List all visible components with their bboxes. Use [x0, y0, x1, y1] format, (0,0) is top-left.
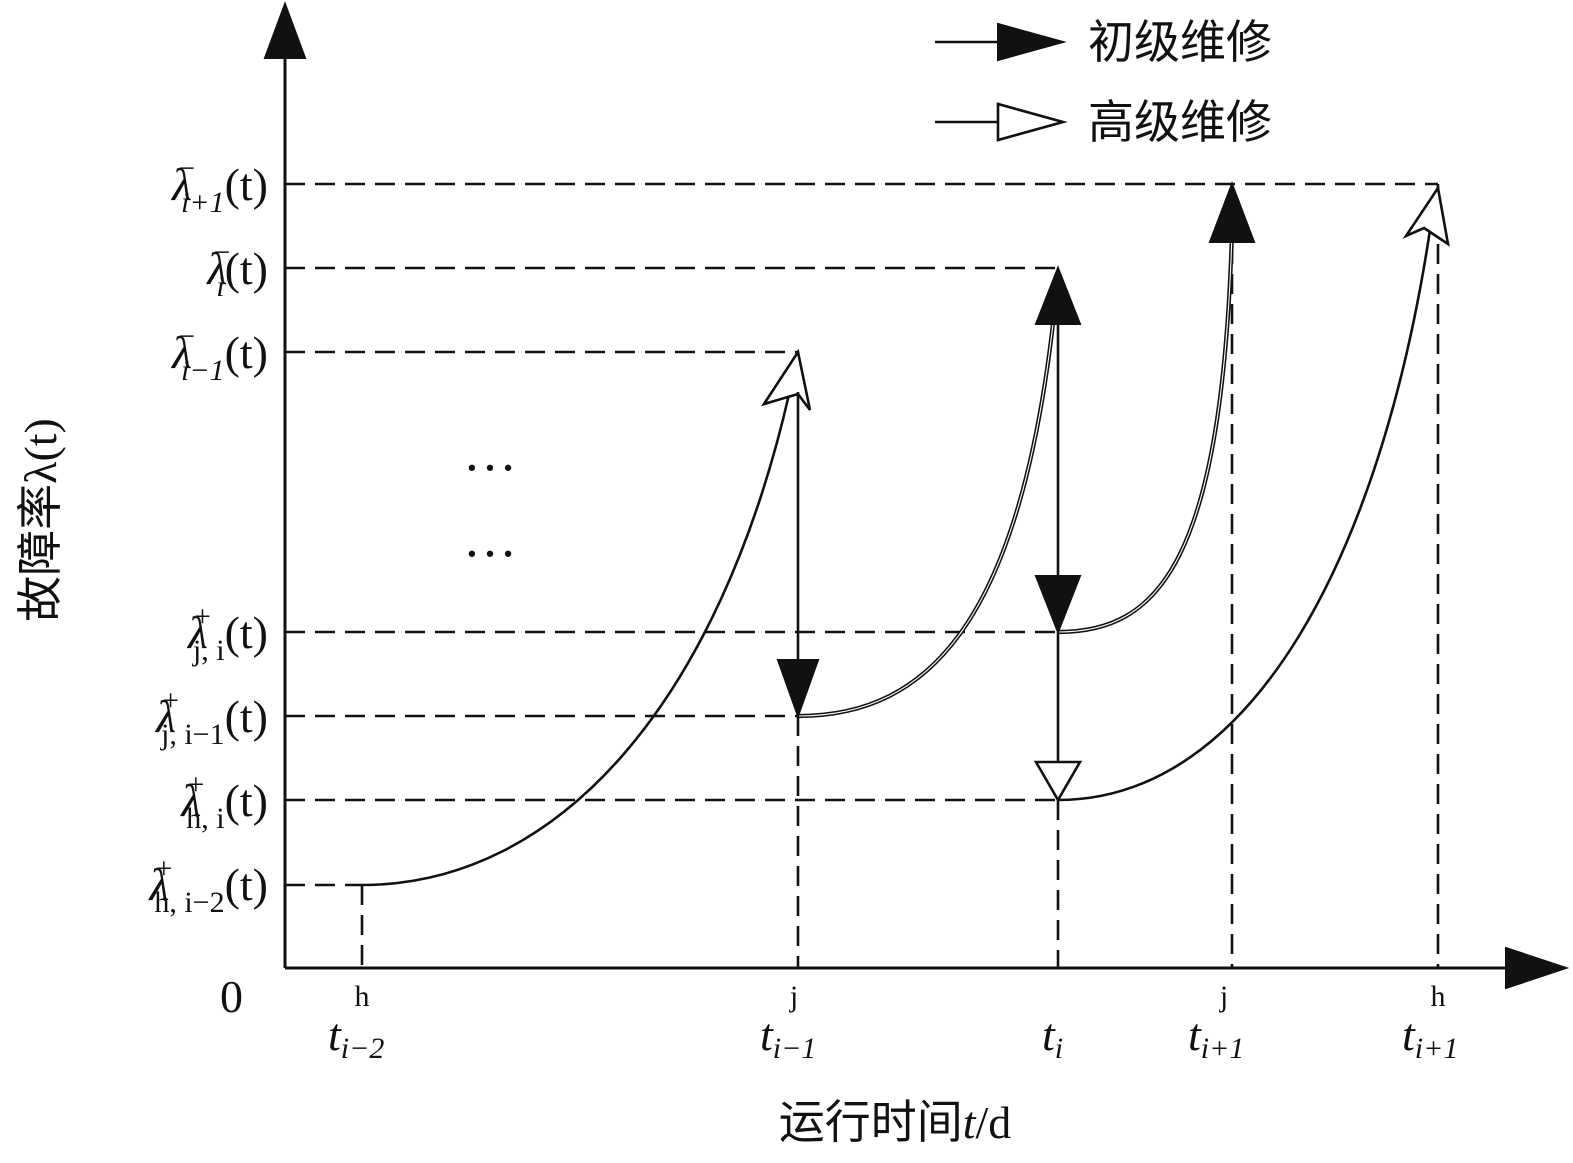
- vertical-guides: [360, 184, 1440, 968]
- xtick-t-i: ti: [1042, 1009, 1063, 1065]
- xtick-sub: i+1: [1415, 1032, 1459, 1065]
- xtick-sup: h: [355, 980, 370, 1013]
- xtick-t-h-i-2: h ti−2: [328, 980, 384, 1065]
- ylabel-base: λ: [186, 607, 208, 658]
- ylabel-base: λ: [205, 243, 227, 294]
- xtick-sub: i+1: [1201, 1032, 1245, 1065]
- legend-advanced-label: 高级维修: [1088, 97, 1272, 148]
- horizontal-guides: [285, 182, 1438, 887]
- xtick-sup: j: [789, 980, 798, 1013]
- curve-advanced-from-t-i: [1057, 229, 1432, 802]
- advanced-arrowhead-up-t-h-i+1: [1402, 184, 1450, 247]
- ellipsis-marks: … …: [463, 422, 517, 568]
- ylabel-arg: (t): [225, 327, 268, 378]
- ylabel-arg: (t): [225, 691, 268, 742]
- curve-primary-from-t-i: [1057, 231, 1235, 635]
- x-axis-title-unit: /d: [976, 1097, 1012, 1148]
- x-axis-title-prefix: 运行时间: [779, 1097, 963, 1148]
- curve-primary-from-t-j-i-1-inner: [797, 314, 1055, 717]
- ylabel-lam-plus-j-i: λ+ j, i(t): [186, 600, 268, 667]
- ylabel-sub: h, i−2: [154, 886, 224, 919]
- primary-arrowhead-down-t-i: [1034, 575, 1082, 635]
- ylabel-sup: +: [162, 684, 179, 717]
- x-axis-title-variable: t: [963, 1097, 977, 1148]
- ylabel-lam-minus-i+1: λ− i+1(t): [170, 152, 268, 219]
- xtick-sub: i−1: [773, 1032, 817, 1065]
- legend: 初级维修 高级维修: [935, 17, 1272, 148]
- ylabel-sup: −: [178, 152, 195, 185]
- xtick-base: t: [328, 1009, 342, 1060]
- ylabel-lam-minus-i: λ− i(t): [205, 236, 268, 303]
- xtick-sup: j: [1219, 980, 1228, 1013]
- legend-primary-label: 初级维修: [1088, 17, 1272, 68]
- xtick-sub: i: [1055, 1032, 1063, 1065]
- ylabel-arg: (t): [225, 159, 268, 210]
- y-axis-arrowhead: [263, 1, 307, 59]
- legend-advanced-arrowhead: [996, 102, 1068, 142]
- ylabel-base: λ: [170, 159, 192, 210]
- primary-arrowhead-up-t-j-i+1: [1208, 181, 1256, 243]
- ylabel-sup: +: [194, 600, 211, 633]
- failure-rate-curves: [361, 229, 1432, 887]
- xtick-main: ti: [1042, 1009, 1063, 1065]
- xtick-t-j-i+1: j ti+1: [1188, 980, 1244, 1065]
- ylabel-lam-plus-j-i-1: λ+ j, i−1(t): [154, 684, 268, 751]
- ylabel-sub: j, i: [192, 634, 225, 667]
- xtick-main: ti+1: [1402, 1009, 1458, 1065]
- ylabel-lam-plus-h-i: λ+ h, i(t): [179, 768, 268, 835]
- advanced-arrowhead-down-t-i: [1033, 760, 1083, 803]
- x-tick-labels: h ti−2 j ti−1 ti j ti+1 h ti+1: [328, 980, 1458, 1065]
- xtick-main: ti−1: [760, 1009, 816, 1065]
- ylabel-sup: −: [178, 320, 195, 353]
- xtick-base: t: [1188, 1009, 1202, 1060]
- ylabel-sup: +: [155, 852, 172, 885]
- ylabel-base: λ: [170, 327, 192, 378]
- ylabel-sub: i−1: [181, 354, 225, 387]
- ylabel-lam-minus-i-1: λ− i−1(t): [170, 320, 268, 387]
- y-level-labels: λ− i+1(t) λ− i(t) λ− i−1(t) λ+ j, i(t) λ+ j, …: [147, 152, 268, 919]
- ylabel-arg: (t): [225, 775, 268, 826]
- ylabel-sup: +: [187, 768, 204, 801]
- x-axis-arrowhead: [1505, 946, 1570, 990]
- xtick-base: t: [1402, 1009, 1416, 1060]
- xtick-sup: h: [1431, 980, 1446, 1013]
- ylabel-sup: −: [213, 236, 230, 269]
- ylabel-arg: (t): [225, 859, 268, 910]
- ellipsis-upper: …: [463, 422, 517, 482]
- origin-label: 0: [220, 971, 243, 1022]
- xtick-t-j-i-1: j ti−1: [760, 980, 816, 1065]
- ellipsis-lower: …: [463, 508, 517, 568]
- x-axis-title: 运行时间t/d: [779, 1097, 1012, 1148]
- ylabel-base: λ: [147, 859, 169, 910]
- xtick-main: ti−2: [328, 1009, 384, 1065]
- legend-primary-arrowhead: [997, 22, 1067, 62]
- ylabel-arg: (t): [225, 243, 268, 294]
- ylabel-sub: h, i: [186, 802, 224, 835]
- primary-arrowhead-down-t-j-i-1: [776, 659, 820, 719]
- ylabel-sub: i+1: [181, 186, 225, 219]
- curve-advanced-from-t-h-i-2: [361, 389, 792, 887]
- ylabel-sub: j, i−1: [160, 718, 225, 751]
- ylabel-sub: i: [216, 270, 224, 303]
- xtick-t-h-i+1: h ti+1: [1402, 980, 1458, 1065]
- y-axis-title: 故障率λ(t): [15, 418, 66, 622]
- axes: 0: [220, 1, 1570, 1022]
- ylabel-base: λ: [179, 775, 201, 826]
- xtick-base: t: [760, 1009, 774, 1060]
- xtick-base: t: [1042, 1009, 1056, 1060]
- ylabel-lam-plus-h-i-2: λ+ h, i−2(t): [147, 852, 268, 919]
- ylabel-arg: (t): [225, 607, 268, 658]
- primary-arrowhead-up-t-i: [1034, 265, 1082, 325]
- curve-primary-from-t-i-inner: [1057, 231, 1233, 633]
- maintenance-arrows: [760, 181, 1450, 803]
- xtick-sub: i−2: [341, 1032, 385, 1065]
- xtick-main: ti+1: [1188, 1009, 1244, 1065]
- ylabel-base: λ: [154, 691, 176, 742]
